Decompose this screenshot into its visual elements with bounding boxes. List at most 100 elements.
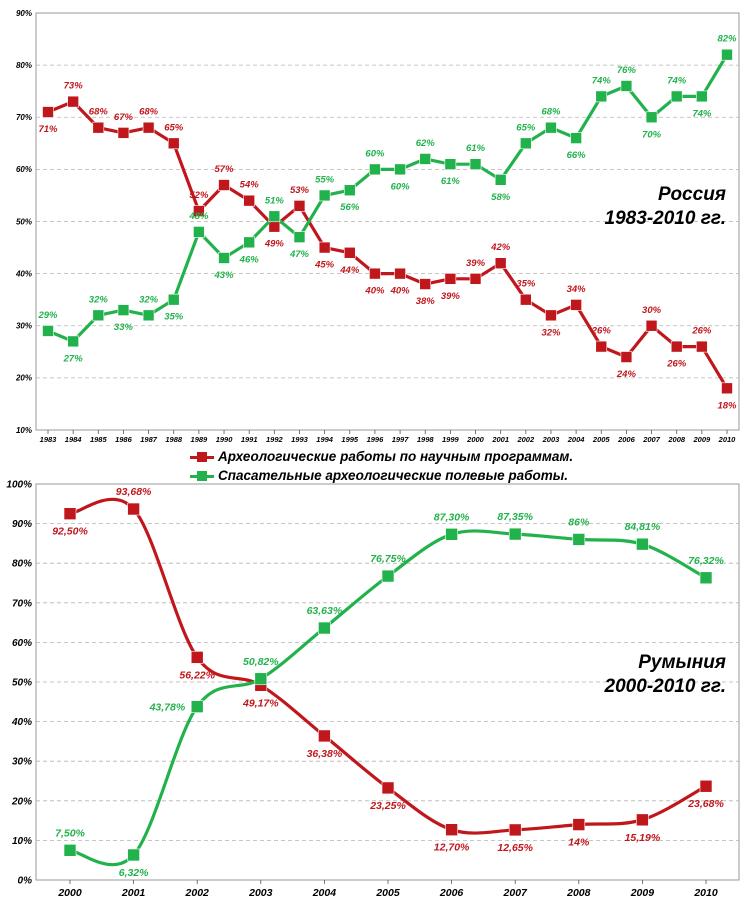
russia-red-series-line (46, 100, 729, 390)
russia-red-data-label: 49% (264, 239, 285, 250)
romania-x-tick-label: 2004 (312, 887, 337, 899)
russia-x-tick-label: 1986 (115, 435, 133, 444)
russia-red-data-label: 30% (642, 305, 662, 316)
russia-red-point (318, 241, 331, 254)
russia-green-data-label: 74% (592, 75, 612, 86)
romania-green-point (381, 569, 395, 583)
russia-red-data-label: 73% (64, 81, 84, 92)
legend-swatch-green (190, 470, 214, 482)
russia-red-point (595, 340, 608, 353)
russia-red-data-label: 39% (441, 291, 461, 302)
russia-green-point (645, 111, 658, 124)
russia-green-point (167, 293, 180, 306)
russia-red-point (67, 95, 79, 108)
russia-red-data-label: 42% (490, 242, 511, 253)
romania-red-point (318, 729, 331, 743)
romania-red-data-label: 92,50% (52, 526, 88, 538)
russia-green-series-line (46, 53, 729, 343)
russia-y-tick-label: 90% (16, 9, 32, 18)
russia-red-data-label: 24% (616, 369, 637, 380)
russia-green-data-label: 70% (642, 129, 662, 140)
russia-red-point (42, 106, 54, 118)
russia-y-tick-label: 70% (16, 113, 32, 122)
russia-x-tick-label: 1996 (367, 435, 385, 444)
russia-green-data-label: 29% (37, 310, 58, 321)
russia-green-data-label: 33% (114, 322, 134, 333)
russia-x-tick-label: 1984 (65, 435, 83, 444)
romania-title-line1: Румыния (638, 652, 726, 673)
russia-red-point (268, 220, 281, 233)
russia-green-data-label: 74% (667, 75, 687, 86)
romania-red-data-label: 23,25% (369, 800, 406, 812)
romania-green-series-line (68, 529, 708, 867)
russia-chart: 10% 20% 30% 40% 50% 60% 70% 80% 90% 1983 1984 1985… (15, 9, 740, 444)
romania-green-data-label: 6,32% (119, 867, 149, 879)
russia-x-tick-label: 2009 (693, 435, 712, 444)
russia-green-point (293, 231, 306, 243)
romania-red-series-line (68, 497, 708, 835)
romania-y-tick-label: 70% (12, 598, 32, 609)
russia-red-data-label: 67% (114, 112, 134, 123)
russia-y-tick-label: 10% (16, 426, 32, 435)
romania-y-tick-label: 0% (18, 876, 33, 887)
romania-green-data-label: 84,81% (625, 521, 661, 533)
romania-green-point (508, 527, 522, 541)
romania-x-tick-label: 2000 (57, 887, 82, 899)
russia-red-point (369, 267, 381, 280)
romania-green-data-label: 63,63% (307, 605, 343, 617)
russia-red-point (469, 273, 482, 285)
russia-red-point (545, 309, 557, 322)
russia-red-data-label: 65% (164, 122, 184, 133)
romania-red-data-label: 23,68% (687, 798, 724, 810)
russia-green-data-label: 47% (289, 249, 310, 260)
russia-red-data-label: 32% (541, 327, 561, 338)
russia-red-data-label: 38% (416, 296, 436, 307)
romania-red-data-label: 56,22% (179, 669, 215, 681)
russia-green-data-label: 68% (541, 107, 561, 118)
russia-green-point (570, 132, 582, 144)
russia-green-data-label: 32% (89, 294, 109, 305)
russia-y-tick-label: 50% (16, 217, 32, 226)
romania-green-data-label: 43,78% (149, 702, 186, 714)
romania-green-point (318, 621, 331, 635)
legend-label-rescue: Спасательные археологические полевые раб… (218, 468, 569, 483)
russia-red-data-label: 57% (215, 164, 235, 175)
romania-x-tick-label: 2008 (566, 887, 591, 899)
romania-green-point (190, 700, 204, 713)
romania-y-tick-label: 60% (12, 638, 32, 649)
russia-green-point (444, 158, 457, 170)
russia-red-point (92, 121, 105, 134)
russia-x-tick-label: 2000 (466, 435, 485, 444)
russia-green-data-label: 27% (63, 353, 84, 364)
russia-red-data-label: 45% (314, 260, 335, 271)
russia-green-point (318, 189, 331, 202)
russia-red-point (696, 340, 708, 353)
russia-red-data-label: 26% (691, 326, 712, 337)
russia-green-data-label: 60% (391, 181, 411, 192)
russia-x-tick-label: 1991 (241, 435, 258, 444)
romania-red-point (445, 823, 458, 837)
russia-red-data-label: 54% (240, 180, 260, 191)
russia-y-tick-label: 80% (16, 61, 32, 70)
russia-green-point (268, 210, 281, 223)
romania-red-point (699, 779, 713, 793)
romania-y-tick-label: 90% (12, 519, 32, 530)
romania-x-axis: 2000 2001 2002 2003 2004 2005 2006 2007 2008 2009… (57, 880, 718, 899)
russia-green-data-label: 58% (491, 192, 511, 203)
romania-data-labels: 92,50% 93,68% 56,22% 49,17% 36,38% 23,25% 12,7… (52, 486, 724, 879)
russia-red-point (293, 200, 306, 212)
russia-title-line1: Россия (658, 184, 726, 205)
romania-green-data-label: 7,50% (55, 827, 85, 839)
romania-x-tick-label: 2009 (630, 887, 655, 899)
russia-x-tick-label: 1993 (291, 435, 309, 444)
russia-green-data-label: 48% (188, 211, 209, 222)
russia-red-point (243, 194, 255, 207)
legend-item-rescue: Спасательные археологические полевые раб… (190, 466, 670, 485)
russia-y-tick-label: 60% (16, 165, 32, 174)
romania-red-point (572, 818, 586, 831)
russia-y-tick-label: 20% (15, 374, 32, 383)
russia-series (42, 48, 733, 395)
russia-red-point (193, 205, 205, 217)
russia-red-data-label: 71% (38, 124, 58, 135)
